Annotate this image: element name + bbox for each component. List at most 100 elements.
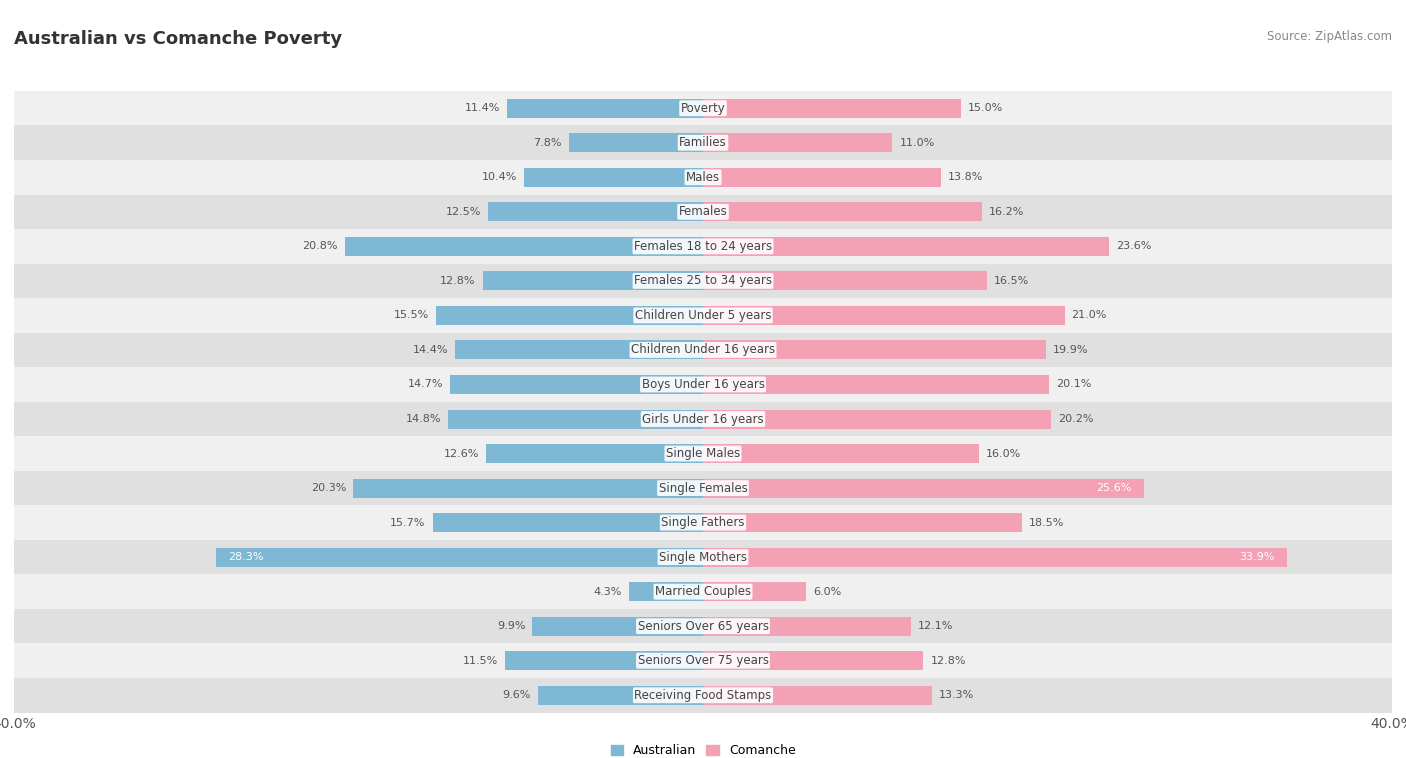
Bar (456, 340, 703, 359)
Text: 16.0%: 16.0% (986, 449, 1021, 459)
Text: Families: Families (679, 136, 727, 149)
Bar (703, 547, 1286, 567)
Bar (215, 547, 703, 567)
Text: 33.9%: 33.9% (1240, 552, 1275, 562)
Bar (14, 644, 1392, 678)
Bar (703, 513, 1022, 532)
Bar (436, 306, 703, 325)
Text: 21.0%: 21.0% (1071, 311, 1107, 321)
Text: Single Fathers: Single Fathers (661, 516, 745, 529)
Bar (703, 99, 962, 117)
Bar (14, 471, 1392, 506)
Text: 6.0%: 6.0% (813, 587, 841, 597)
Text: 13.8%: 13.8% (948, 172, 983, 182)
Text: Females 25 to 34 years: Females 25 to 34 years (634, 274, 772, 287)
Bar (703, 375, 1049, 394)
Text: 25.6%: 25.6% (1097, 483, 1132, 493)
Bar (14, 437, 1392, 471)
Text: Seniors Over 65 years: Seniors Over 65 years (637, 620, 769, 633)
Bar (506, 99, 703, 117)
Text: Boys Under 16 years: Boys Under 16 years (641, 378, 765, 391)
Bar (14, 91, 1392, 126)
Text: Children Under 16 years: Children Under 16 years (631, 343, 775, 356)
Text: Seniors Over 75 years: Seniors Over 75 years (637, 654, 769, 667)
Bar (14, 126, 1392, 160)
Bar (449, 409, 703, 428)
Bar (14, 575, 1392, 609)
Text: 10.4%: 10.4% (482, 172, 517, 182)
Text: 12.8%: 12.8% (440, 276, 475, 286)
Bar (703, 340, 1046, 359)
Text: 9.9%: 9.9% (498, 622, 526, 631)
Bar (703, 582, 807, 601)
Bar (703, 444, 979, 463)
Bar (482, 271, 703, 290)
Bar (703, 271, 987, 290)
Text: 20.2%: 20.2% (1057, 414, 1094, 424)
Text: 20.3%: 20.3% (311, 483, 346, 493)
Text: Males: Males (686, 171, 720, 183)
Bar (14, 264, 1392, 298)
Text: 12.1%: 12.1% (918, 622, 953, 631)
Bar (14, 609, 1392, 644)
Bar (14, 160, 1392, 195)
Text: Poverty: Poverty (681, 102, 725, 114)
Text: 7.8%: 7.8% (533, 138, 562, 148)
Text: Single Females: Single Females (658, 481, 748, 494)
Text: 15.7%: 15.7% (391, 518, 426, 528)
Text: 11.0%: 11.0% (900, 138, 935, 148)
Bar (486, 444, 703, 463)
Text: 12.6%: 12.6% (444, 449, 479, 459)
Text: 18.5%: 18.5% (1029, 518, 1064, 528)
Bar (14, 195, 1392, 229)
Text: Receiving Food Stamps: Receiving Food Stamps (634, 689, 772, 702)
Text: Children Under 5 years: Children Under 5 years (634, 309, 772, 322)
Bar (533, 617, 703, 636)
Text: 15.5%: 15.5% (394, 311, 429, 321)
Text: Females: Females (679, 205, 727, 218)
Text: 15.0%: 15.0% (969, 103, 1004, 113)
Bar (488, 202, 703, 221)
Bar (568, 133, 703, 152)
Legend: Australian, Comanche: Australian, Comanche (606, 739, 800, 758)
Text: Australian vs Comanche Poverty: Australian vs Comanche Poverty (14, 30, 342, 49)
Text: 9.6%: 9.6% (502, 691, 531, 700)
Bar (524, 168, 703, 186)
Text: Females 18 to 24 years: Females 18 to 24 years (634, 240, 772, 253)
Text: 11.4%: 11.4% (464, 103, 499, 113)
Bar (344, 236, 703, 256)
Bar (450, 375, 703, 394)
Bar (703, 686, 932, 705)
Text: Married Couples: Married Couples (655, 585, 751, 598)
Bar (14, 678, 1392, 713)
Bar (628, 582, 703, 601)
Text: Source: ZipAtlas.com: Source: ZipAtlas.com (1267, 30, 1392, 43)
Text: 23.6%: 23.6% (1116, 241, 1152, 252)
Bar (703, 306, 1064, 325)
Bar (433, 513, 703, 532)
Text: 11.5%: 11.5% (463, 656, 498, 666)
Text: 16.5%: 16.5% (994, 276, 1029, 286)
Text: Girls Under 16 years: Girls Under 16 years (643, 412, 763, 425)
Bar (14, 333, 1392, 367)
Text: 20.1%: 20.1% (1056, 380, 1091, 390)
Bar (14, 229, 1392, 264)
Text: 12.8%: 12.8% (931, 656, 966, 666)
Text: 14.4%: 14.4% (412, 345, 449, 355)
Bar (14, 367, 1392, 402)
Bar (703, 409, 1050, 428)
Bar (703, 617, 911, 636)
Text: Single Mothers: Single Mothers (659, 550, 747, 564)
Text: 16.2%: 16.2% (988, 207, 1025, 217)
Bar (14, 506, 1392, 540)
Bar (505, 651, 703, 670)
Bar (703, 478, 1144, 497)
Bar (703, 651, 924, 670)
Bar (703, 202, 981, 221)
Text: 4.3%: 4.3% (593, 587, 621, 597)
Text: 19.9%: 19.9% (1053, 345, 1088, 355)
Text: 28.3%: 28.3% (228, 552, 263, 562)
Bar (703, 133, 893, 152)
Bar (703, 236, 1109, 256)
Text: 12.5%: 12.5% (446, 207, 481, 217)
